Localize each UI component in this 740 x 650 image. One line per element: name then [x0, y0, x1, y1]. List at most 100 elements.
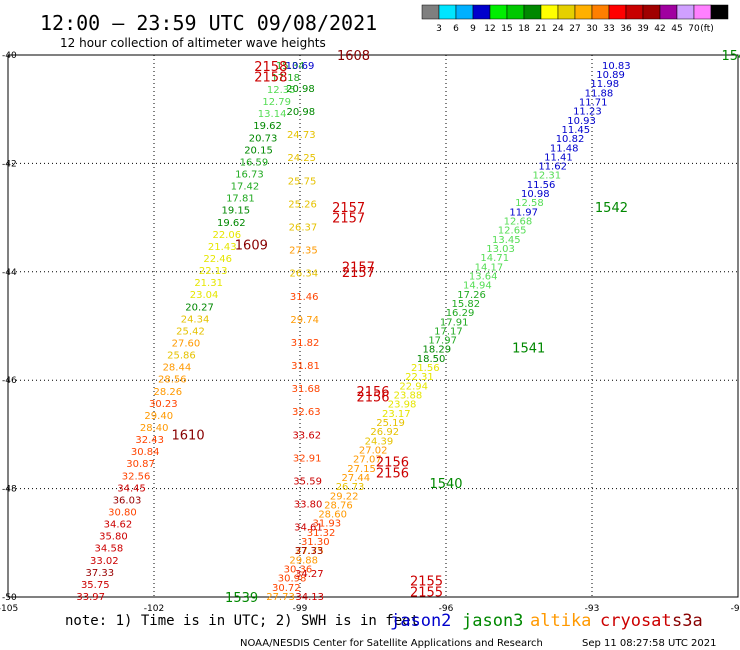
swh-value-label: 13.64 — [469, 271, 498, 282]
swh-value-label: 12.65 — [498, 226, 527, 237]
swh-value-label: 22.46 — [203, 254, 232, 265]
swh-value-label: 16.29 — [446, 308, 475, 319]
swh-value-label: 24.39 — [365, 436, 394, 447]
colorbar-label: 24 — [552, 24, 564, 34]
swh-value-label: 10.93 — [567, 116, 596, 127]
swh-value-label: 22.13 — [199, 266, 228, 277]
swh-value-label: 32.63 — [292, 407, 321, 418]
colorbar-swatch — [455, 4, 474, 20]
pass-time-label: 2155 — [410, 575, 443, 590]
legend-cryosat: cryosat — [600, 611, 672, 631]
colorbar-label: 27 — [569, 24, 580, 34]
swh-value-label: 19.62 — [253, 121, 282, 132]
legend: jason2 jason3 altika cryosat s3a — [390, 611, 703, 631]
y-tick-label: -40 — [2, 51, 17, 61]
footer-timestamp: Sep 11 08:27:58 UTC 2021 — [582, 638, 716, 649]
swh-value-label: 33.62 — [292, 430, 321, 441]
swh-value-label: 13.14 — [258, 109, 287, 120]
footer-note: note: 1) Time is in UTC; 2) SWH is in fe… — [65, 613, 419, 629]
swh-value-label: 11.45 — [561, 125, 590, 136]
colorbar-label: 9 — [470, 24, 476, 34]
swh-value-label: 22.06 — [212, 230, 241, 241]
pass-time-label: 2157 — [342, 266, 375, 281]
colorbar-swatch — [421, 4, 440, 20]
swh-value-label: 37.33 — [85, 568, 114, 579]
colorbar-swatch — [591, 4, 610, 20]
x-tick-label: -105 — [0, 604, 18, 614]
swh-value-label: 18.50 — [417, 354, 446, 365]
swh-value-label: 26.37 — [289, 222, 318, 233]
colorbar-label: 33 — [603, 24, 614, 34]
swh-value-label: 28.76 — [324, 500, 353, 511]
swh-value-label: 28.60 — [318, 510, 347, 521]
chart-subtitle: 12 hour collection of altimeter wave hei… — [60, 36, 326, 50]
swh-value-label: 28.26 — [154, 387, 183, 398]
swh-value-label: 12.31 — [533, 171, 562, 182]
x-tick-label: -99 — [293, 604, 308, 614]
swh-value-label: 35.59 — [293, 477, 322, 488]
pass-time-label: 2156 — [356, 390, 389, 405]
swh-value-label: 31.93 — [313, 519, 342, 530]
swh-value-label: 27.75 — [295, 546, 324, 557]
swh-value-label: 32.56 — [122, 471, 151, 482]
swh-value-label: 12.35 — [267, 85, 296, 96]
swh-value-label: 23.98 — [388, 400, 417, 411]
swh-value-label: 11.56 — [527, 180, 556, 191]
swh-value-label: 17.26 — [457, 290, 486, 301]
swh-value-label: 25.19 — [376, 418, 405, 429]
swh-value-label: 17.91 — [440, 317, 469, 328]
colorbar-swatch — [693, 4, 712, 20]
swh-value-label: 34.45 — [117, 483, 146, 494]
swh-value-label: 17.18 — [271, 73, 300, 84]
colorbar-label: 18 — [518, 24, 530, 34]
swh-value-label: 31.82 — [291, 338, 320, 349]
swh-value-label: 34.58 — [95, 544, 124, 555]
swh-value-label: 26.92 — [370, 427, 399, 438]
swh-value-label: 37.33 — [295, 546, 324, 557]
colorbar-swatch — [472, 4, 491, 20]
pass-time-label: 2157 — [332, 201, 365, 216]
legend-jason2: jason2 — [390, 611, 451, 631]
colorbar-swatch — [506, 4, 525, 20]
colorbar-label: 6 — [453, 24, 459, 34]
pass-time-label: 2156 — [376, 466, 409, 481]
swh-value-label: 27.07 — [353, 455, 382, 466]
pass-time-label: 1608 — [337, 49, 370, 64]
colorbar: 3 6 9 12 15 18 21 24 27 30 33 36 39 42 45 70 (ft) — [421, 4, 729, 34]
colorbar-swatch — [574, 4, 593, 20]
swh-value-label: 25.75 — [288, 176, 317, 187]
swh-value-label: 35.80 — [99, 532, 128, 543]
swh-value-label: 32.43 — [135, 435, 164, 446]
colorbar-label: 21 — [535, 24, 546, 34]
swh-value-label: 14.17 — [475, 262, 504, 273]
swh-value-label: 34.62 — [104, 520, 133, 531]
chart-title: 12:00 — 23:59 UTC 09/08/2021 — [40, 11, 377, 35]
swh-value-label: 28.40 — [140, 423, 169, 434]
swh-value-label: 16.59 — [240, 157, 269, 168]
pass-time-label: 1542 — [595, 201, 628, 216]
colorbar-label: 15 — [501, 24, 512, 34]
swh-value-label: 31.30 — [301, 537, 330, 548]
swh-value-label: 17.17 — [434, 326, 463, 337]
swh-value-label: 29.22 — [330, 491, 359, 502]
swh-value-label: 34.27 — [295, 569, 324, 580]
swh-value-label: 27.15 — [347, 464, 376, 475]
swh-value-label: 30.84 — [131, 447, 160, 458]
swh-value-label: 36.03 — [113, 495, 142, 506]
swh-value-label: 19.15 — [222, 206, 251, 217]
y-tick-label: -46 — [2, 376, 17, 386]
x-tick-label: -96 — [439, 604, 454, 614]
legend-s3a: s3a — [672, 611, 703, 631]
swh-value-label: 10.83 — [602, 61, 631, 72]
swh-value-label: 31.68 — [292, 384, 321, 395]
swh-value-label: 28.44 — [163, 363, 192, 374]
colorbar-swatch — [489, 4, 508, 20]
pass-time-label: 2158 — [254, 71, 287, 86]
swh-value-label: 21.43 — [208, 242, 237, 253]
swh-value-label: 25.86 — [167, 351, 196, 362]
swh-value-label: 34.13 — [295, 592, 324, 603]
swh-value-label: 25.42 — [176, 326, 205, 337]
swh-value-label: 27.35 — [289, 246, 318, 257]
swh-value-label: 30.87 — [126, 459, 155, 470]
swh-value-label: 24.34 — [181, 314, 210, 325]
